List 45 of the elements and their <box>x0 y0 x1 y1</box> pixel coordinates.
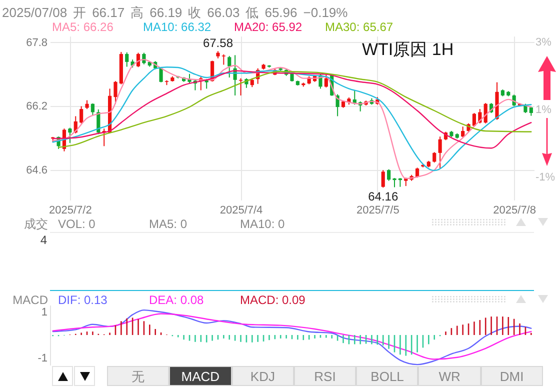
text: MACD <box>169 366 232 386</box>
chart-title: MACD <box>12 293 48 307</box>
series-label: DEA: 0.08 <box>149 293 205 307</box>
text: 66.19 <box>150 5 182 20</box>
text: WR <box>418 366 481 386</box>
text: 成交 <box>23 216 48 233</box>
text: VOL: 0 <box>58 217 96 231</box>
y-tick-label: 64.6 <box>26 164 48 177</box>
text: MA10: 66.32 <box>143 20 212 34</box>
y-tick-label: 67.8 <box>26 36 48 49</box>
text: 低 <box>246 4 259 22</box>
series-label: DIF: 0.13 <box>58 293 108 307</box>
chart-title: WTI原因 1H <box>362 39 454 61</box>
text: 4 <box>39 233 47 247</box>
x-tick-label: 2025/7/5 <box>356 204 400 216</box>
text: 65.96 <box>264 5 298 20</box>
y2-tick-label: 3% <box>536 36 552 49</box>
text: MA20: 65.92 <box>234 20 304 34</box>
x-tick-label: 2025/7/4 <box>220 204 263 216</box>
text: KDJ <box>232 366 294 386</box>
y-tick-label: 66.2 <box>26 100 48 113</box>
text: MACD: 0.09 <box>240 293 306 307</box>
text: 66.03 <box>207 5 240 20</box>
text: BOLL <box>356 366 418 386</box>
y2-tick-label: 1% <box>536 104 552 116</box>
text: DMI <box>480 366 543 386</box>
text: −0.19% <box>303 5 348 20</box>
text: 无 <box>107 366 170 386</box>
text: 开 <box>73 4 86 22</box>
y2-tick-label: -1% <box>536 172 556 184</box>
annotation: 67.58 <box>202 36 234 50</box>
text: MA5: 66.26 <box>52 20 114 34</box>
x-tick-label: 2025/7/2 <box>49 204 92 216</box>
annotation: 64.16 <box>368 190 398 204</box>
text: MA30: 65.67 <box>325 20 394 34</box>
text: MA5: 0 <box>149 217 188 231</box>
x-tick-label: 2025/7/8 <box>493 204 536 216</box>
text: MA10: 0 <box>240 217 286 231</box>
y-tick-label: 1 <box>41 306 48 318</box>
text: 收 <box>188 4 202 22</box>
y-tick-label: -1 <box>38 352 48 365</box>
text: 2025/07/08 <box>2 5 68 20</box>
text: 66.17 <box>92 5 125 20</box>
text: RSI <box>294 366 356 386</box>
text: 高 <box>130 4 144 22</box>
